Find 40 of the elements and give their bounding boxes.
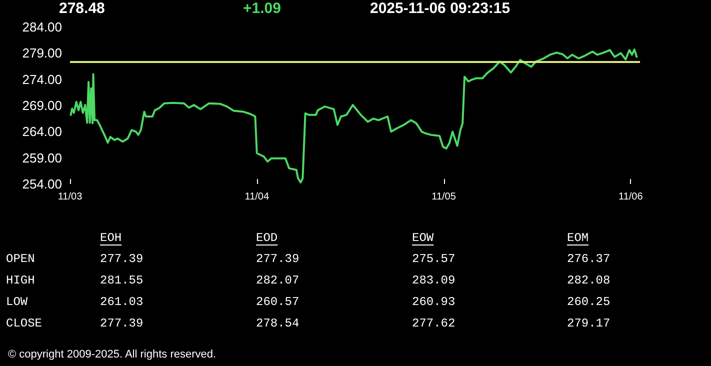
text: © copyright 2009-2025. All rights reserved. (8, 348, 216, 360)
text: 261.03 (100, 295, 144, 309)
text: 277.39 (256, 252, 300, 266)
text: 260.93 (412, 295, 456, 309)
text: HIGH (6, 274, 35, 288)
chart-subtitle: +1.09 (243, 0, 281, 17)
text: 279.17 (567, 316, 610, 330)
text: 281.55 (100, 274, 144, 288)
line-series (70, 48, 638, 184)
text: 277.39 (100, 316, 144, 330)
y-tick-label: 254.00 (22, 176, 62, 192)
text: 277.62 (412, 316, 456, 330)
text: EOW (412, 231, 434, 245)
text: LOW (6, 295, 28, 309)
text: 260.25 (567, 295, 610, 309)
y-tick-label: 269.00 (22, 98, 62, 113)
y-tick-label: 259.00 (22, 150, 62, 166)
x-tick-label: 11/04 (244, 192, 270, 202)
y-tick-label: 274.00 (22, 72, 62, 87)
y-tick-label: 264.00 (22, 124, 62, 140)
text: 282.07 (256, 274, 300, 288)
x-tick-label: 11/05 (432, 192, 456, 202)
text: 260.57 (256, 295, 300, 309)
text: 2025-11-06 09:23:15 (370, 0, 510, 17)
text: CLOSE (6, 316, 42, 330)
y-tick-label: 279.00 (22, 46, 62, 61)
text: 277.39 (100, 252, 144, 266)
text: 283.09 (412, 274, 456, 288)
x-tick-label: 11/06 (618, 192, 644, 202)
text: OPEN (6, 252, 35, 266)
text: EOH (100, 231, 122, 245)
text: 282.08 (567, 274, 610, 288)
chart-title: 278.48 (59, 0, 105, 17)
text: 275.57 (412, 252, 456, 266)
text: EOM (567, 231, 589, 245)
text: 276.37 (567, 252, 610, 266)
text: EOD (256, 231, 278, 245)
text: 278.54 (256, 316, 300, 330)
x-tick-label: 11/03 (58, 192, 83, 202)
y-tick-label: 284.00 (22, 20, 62, 34)
